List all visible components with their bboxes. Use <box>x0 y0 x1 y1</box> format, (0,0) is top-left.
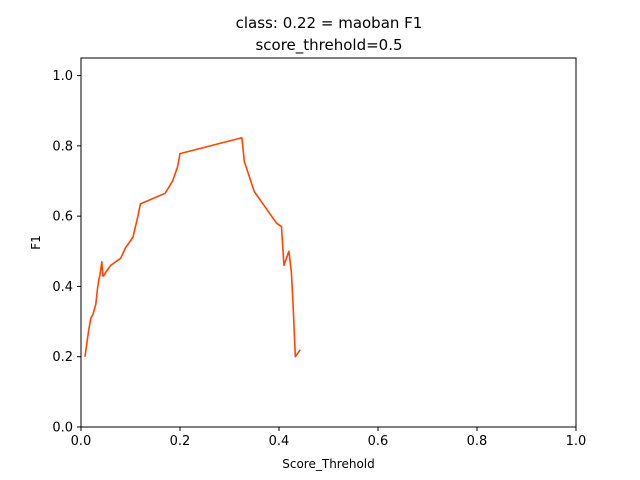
y-tick-label: 0.0 <box>52 421 73 436</box>
y-axis-label: F1 <box>29 235 43 250</box>
y-tick-label: 0.4 <box>52 280 73 295</box>
x-tick-label: 0.2 <box>170 434 191 449</box>
chart-title-line-1: class: 0.22 = maoban F1 <box>236 14 423 32</box>
f1-series-line <box>84 136 301 358</box>
y-tick-label: 0.2 <box>52 350 73 365</box>
x-tick-label: 0.0 <box>71 434 92 449</box>
chart-title-line-2: score_threhold=0.5 <box>255 36 402 55</box>
x-axis-label: Score_Threhold <box>282 457 375 471</box>
x-tick-label: 0.8 <box>467 434 488 449</box>
plot-frame <box>80 57 577 428</box>
y-axis-ticks: 0.0 0.2 0.4 0.6 0.8 1.0 <box>52 69 81 436</box>
x-axis-ticks: 0.0 0.2 0.4 0.6 0.8 1.0 <box>71 427 587 449</box>
y-tick-label: 0.8 <box>52 139 73 154</box>
y-tick-label: 0.6 <box>52 210 73 225</box>
plot-area <box>84 136 301 358</box>
y-tick-label: 1.0 <box>52 69 73 84</box>
x-tick-label: 0.6 <box>368 434 389 449</box>
x-tick-label: 1.0 <box>566 434 587 449</box>
x-tick-label: 0.4 <box>269 434 290 449</box>
